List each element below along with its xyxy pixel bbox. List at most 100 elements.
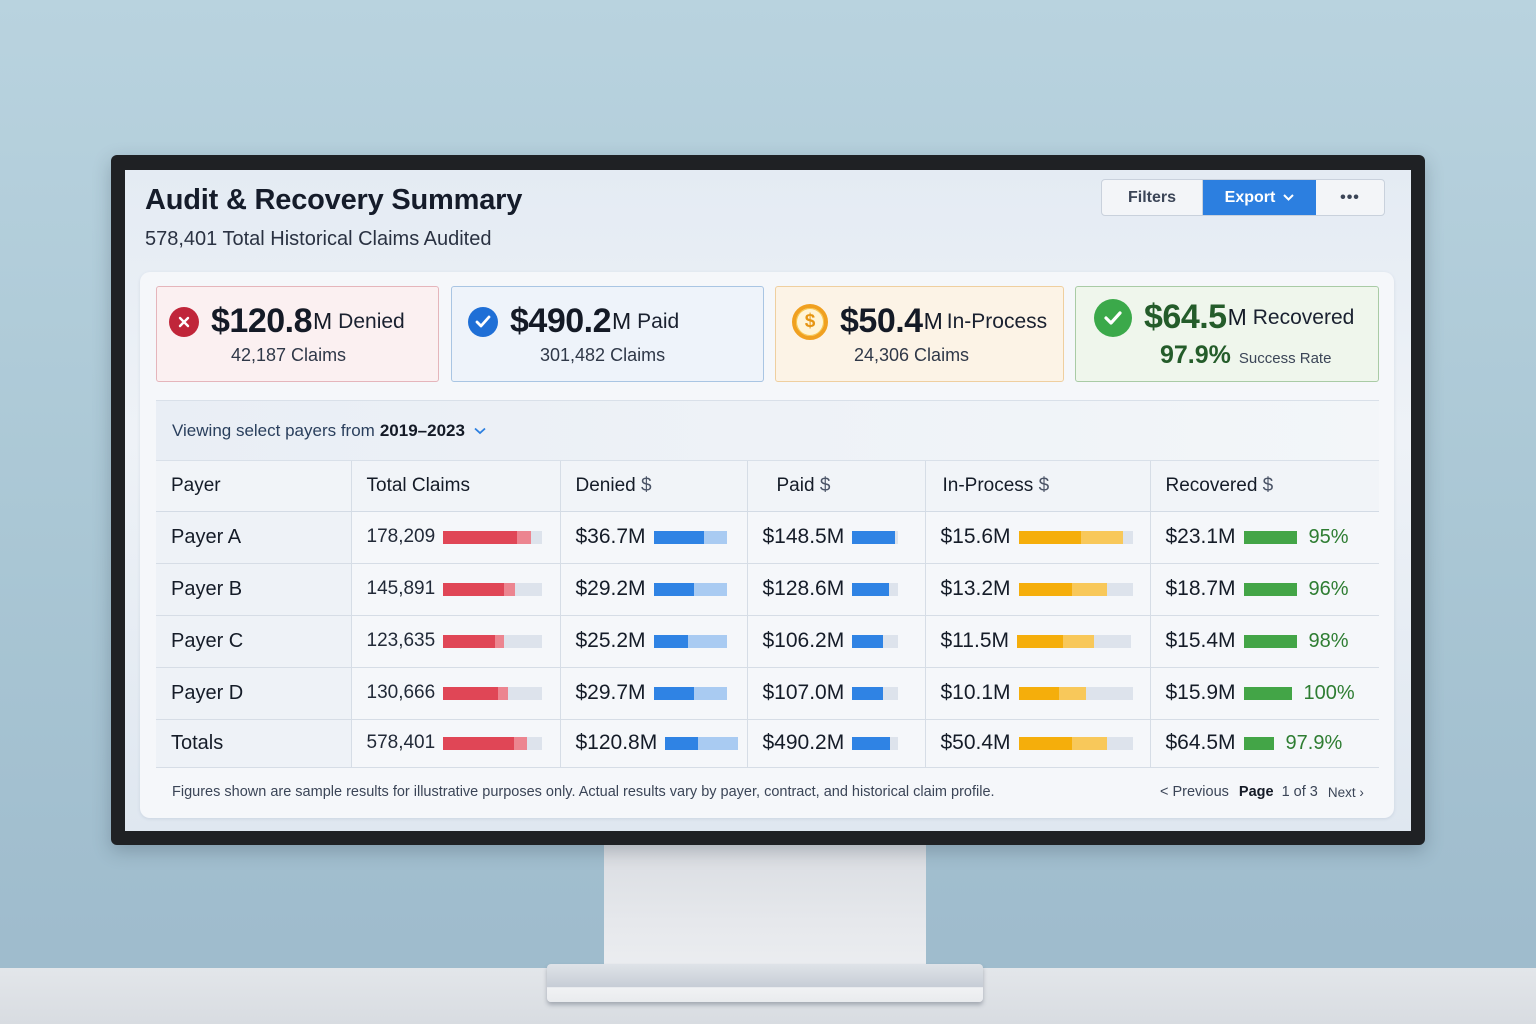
kpi-denied-label: Denied — [338, 309, 405, 333]
success-rate-value: 97.9% — [1285, 731, 1343, 754]
paid-value: $128.6M — [762, 577, 845, 600]
recovered-cell: $23.1M 95% — [1149, 511, 1379, 564]
denied-cell: $29.7M — [559, 667, 747, 720]
in-process-value: $13.2M — [940, 577, 1011, 600]
in-process-bar — [1018, 686, 1133, 700]
total-claims-cell: 123,635 — [350, 615, 560, 668]
paid-cell: $148.5M — [746, 511, 925, 564]
page-subtitle: 578,401 Total Historical Claims Audited — [145, 228, 492, 250]
payer-name: Totals — [171, 731, 224, 754]
in-process-bar — [1018, 582, 1133, 596]
table-row[interactable]: Payer B 145,891 $29.2M $128.6M $13.2M — [156, 563, 1379, 616]
kpi-card-in-process: $ $50.4 M In-Process 24,306 Claims — [775, 286, 1064, 382]
claims-bar — [443, 530, 543, 544]
in-process-bar — [1018, 530, 1133, 544]
total-claims-cell: 178,209 — [350, 511, 560, 564]
dashboard-screen: Audit & Recovery Summary 578,401 Total H… — [125, 170, 1411, 831]
page-indicator: 1 of 3 — [1281, 784, 1318, 800]
total-claims-cell: 145,891 — [350, 563, 560, 616]
paid-cell: $490.2M — [746, 719, 925, 768]
kpi-denied-amount: $120.8 — [211, 302, 313, 340]
previous-page-link[interactable]: < Previous — [1160, 784, 1229, 800]
kpi-inprocess-amount: $50.4 — [840, 302, 923, 340]
table-row[interactable]: Payer D 130,666 $29.7M $107.0M $10.1M — [156, 667, 1379, 720]
payer-cell: Payer C — [156, 615, 351, 668]
table-row[interactable]: Payer A 178,209 $36.7M $148.5M $15.6M — [156, 511, 1379, 564]
in-process-bar — [1017, 634, 1131, 648]
denied-bar — [653, 530, 727, 544]
export-button[interactable]: Export — [1203, 180, 1316, 215]
success-rate-value: 100% — [1303, 681, 1355, 704]
table-row[interactable]: Totals 578,401 $120.8M $490.2M $50.4M — [156, 719, 1379, 768]
filters-button[interactable]: Filters — [1102, 180, 1203, 215]
success-rate-value: 98% — [1308, 629, 1349, 652]
paid-bar — [852, 686, 899, 700]
denied-bar — [653, 634, 727, 648]
in-process-value: $10.1M — [940, 681, 1011, 704]
column-header-in-process[interactable]: In-Process $ — [924, 461, 1150, 512]
kpi-recovered-unit: M — [1227, 304, 1247, 330]
recovered-value: $23.1M — [1165, 525, 1236, 548]
in-process-cell: $15.6M — [924, 511, 1150, 564]
pagination: < Previous Page 1 of 3 Next › — [1160, 784, 1364, 800]
in-process-cell: $10.1M — [924, 667, 1150, 720]
recovered-cell: $15.9M 100% — [1149, 667, 1379, 720]
recovered-bar — [1243, 736, 1274, 750]
denied-cell: $25.2M — [559, 615, 747, 668]
disclaimer-note: Figures shown are sample results for ill… — [172, 784, 995, 800]
next-page-link[interactable]: Next › — [1327, 784, 1364, 800]
toolbar: Filters Export ••• — [1101, 179, 1385, 216]
monitor-stand-base — [547, 964, 983, 1002]
claims-bar — [443, 634, 543, 648]
paid-bar — [852, 634, 899, 648]
column-header-total-claims[interactable]: Total Claims — [350, 461, 560, 512]
success-rate-value: 95% — [1308, 525, 1349, 548]
claims-bar — [443, 686, 543, 700]
column-header-payer[interactable]: Payer — [156, 461, 351, 512]
paid-cell: $128.6M — [746, 563, 925, 616]
recovered-value: $64.5M — [1165, 731, 1236, 754]
recovered-cell: $15.4M 98% — [1149, 615, 1379, 668]
date-range-selector[interactable]: Viewing select payers from 2019–2023 — [156, 400, 1379, 461]
page-title: Audit & Recovery Summary — [145, 184, 523, 216]
chevron-down-icon — [1283, 194, 1295, 201]
recovered-bar — [1243, 530, 1297, 544]
kpi-success-rate: 97.9% — [1160, 341, 1231, 369]
recovered-bar — [1243, 686, 1292, 700]
claims-bar — [443, 582, 543, 596]
paid-bar — [852, 582, 899, 596]
in-process-value: $50.4M — [940, 731, 1011, 754]
payer-cell: Payer B — [156, 563, 351, 616]
more-options-button[interactable]: ••• — [1316, 180, 1384, 215]
denied-value: $29.7M — [575, 681, 646, 704]
column-header-recovered[interactable]: Recovered $ — [1149, 461, 1379, 512]
kpi-paid-claims: 301,482 Claims — [540, 345, 666, 365]
monitor-bezel: Audit & Recovery Summary 578,401 Total H… — [111, 155, 1425, 845]
table-row[interactable]: Payer C 123,635 $25.2M $106.2M $11.5M — [156, 615, 1379, 668]
kpi-recovered-label: Recovered — [1252, 305, 1355, 329]
paid-bar — [852, 736, 899, 750]
recovered-cell: $18.7M 96% — [1149, 563, 1379, 616]
in-process-cell: $11.5M — [924, 615, 1150, 668]
success-rate-value: 96% — [1308, 577, 1349, 600]
denied-cell: $29.2M — [559, 563, 747, 616]
payer-name: Payer C — [171, 629, 244, 652]
date-range-prefix: Viewing select payers from — [172, 420, 375, 440]
denied-value: $25.2M — [575, 629, 646, 652]
export-label: Export — [1224, 188, 1276, 206]
total-claims-cell: 578,401 — [350, 719, 560, 768]
kpi-inprocess-unit: M — [923, 308, 943, 334]
date-range-value: 2019–2023 — [379, 420, 465, 440]
kpi-inprocess-claims: 24,306 Claims — [854, 345, 970, 365]
total-claims-value: 123,635 — [366, 630, 436, 651]
paid-value: $106.2M — [762, 629, 845, 652]
payer-name: Payer A — [171, 525, 242, 548]
denied-bar — [653, 582, 727, 596]
total-claims-value: 578,401 — [366, 732, 436, 753]
total-claims-value: 145,891 — [366, 578, 436, 599]
column-header-denied[interactable]: Denied $ — [559, 461, 747, 512]
in-process-value: $11.5M — [940, 629, 1010, 652]
column-header-paid[interactable]: Paid $ — [746, 461, 925, 512]
payer-name: Payer B — [171, 577, 243, 600]
denied-value: $29.2M — [575, 577, 646, 600]
